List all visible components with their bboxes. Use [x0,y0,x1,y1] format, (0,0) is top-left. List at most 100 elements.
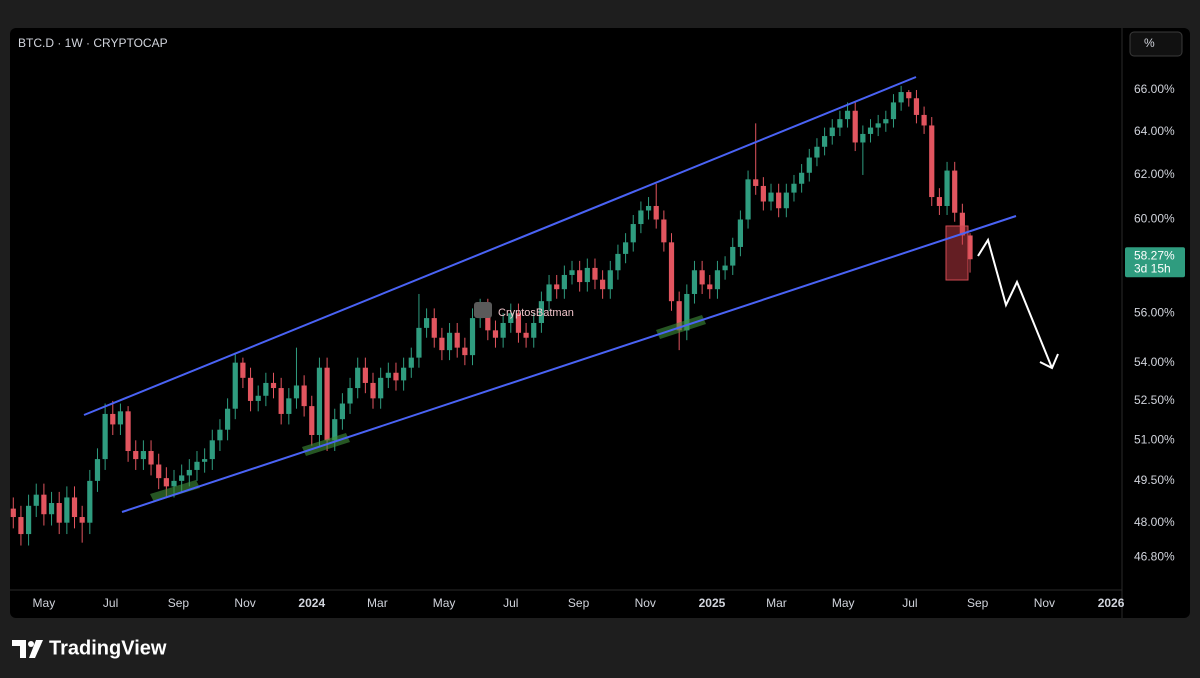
candle-body [332,419,338,441]
candle-body [171,480,177,487]
candle-body [584,267,590,283]
time-axis: May Jul Sep Nov 2024 Mar May Jul Sep Nov 2025 Mar Ma… [33,596,1125,610]
candle-body [653,205,659,220]
y-tick-label: 64.00% [1134,124,1175,138]
candle-body [33,494,39,506]
price-axis: 66.00% 64.00% 62.00% 60.00% 56.00% 54.00% 52.5… [1125,82,1185,563]
candle-body [630,224,636,243]
projection-arrowhead [1039,353,1059,370]
candle-body [247,377,254,401]
candle-body [324,367,330,441]
x-tick-label: May [433,596,456,610]
candle-body [163,478,169,487]
candle-body [699,270,705,285]
candle-body [638,210,644,225]
candle-body [936,197,943,206]
candle-body [668,242,675,302]
candle-body [844,110,851,120]
y-tick-label: 49.50% [1134,473,1175,487]
y-tick-label: 62.00% [1134,167,1175,181]
y-tick-label: 56.00% [1134,305,1175,319]
candle-body [385,372,391,378]
y-tick-label: 66.00% [1134,82,1175,96]
candle-body [339,403,345,420]
candle-body [125,411,131,452]
brand-icon [29,640,43,658]
candle-body [714,270,721,290]
candle-body [929,125,935,198]
candle-body [209,440,215,460]
candles [10,85,973,546]
candle-body [622,242,629,254]
x-tick-label: Mar [766,596,787,610]
candle-body [577,270,583,283]
candle-body [240,362,246,378]
x-tick-label: Jul [902,596,917,610]
channel-lower [121,215,1017,513]
candle-body [607,270,613,290]
candle-body [224,408,231,430]
candle-body [110,413,116,425]
candle-body [600,279,606,290]
candle-body [515,313,522,333]
candle-body [814,146,820,158]
brand-logo: TradingView [12,637,167,659]
candle-body [446,332,453,351]
candle-body [309,406,315,435]
candle-body [806,157,812,173]
candle-body [10,508,16,518]
candle-body [140,451,146,460]
candle-body [94,459,101,481]
candle-body [730,246,736,266]
projection-arrow [977,237,1053,369]
candle-body [783,192,789,209]
candle-body [952,170,958,213]
candle-body [737,219,743,247]
candle-body [538,301,544,323]
candle-body [148,451,154,465]
candle-body [416,327,422,358]
candle-body [959,212,965,236]
candle-body [707,284,713,290]
x-tick-label: Jul [503,596,518,610]
candle-body [278,388,284,414]
last-price-label: 58.27% [1134,248,1175,262]
scale-button[interactable] [1129,31,1183,57]
candle-body [401,367,407,381]
candle-body [117,411,124,425]
watermark-icon [474,302,492,318]
candle-body [41,494,47,515]
candle-body [776,192,782,209]
x-tick-label: 2024 [298,596,325,610]
x-tick-label: Sep [967,596,989,610]
x-tick-label: Mar [367,596,388,610]
candle-body [347,388,353,404]
candle-body [25,505,32,535]
x-tick-label: Nov [234,596,255,610]
y-tick-label: 52.50% [1134,393,1175,407]
candle-body [255,395,261,401]
candle-body [875,123,881,128]
candle-body [546,284,552,302]
x-tick-label: Nov [1034,596,1055,610]
candle-body [821,136,828,147]
candle-body [967,235,973,260]
brand-name: TradingView [49,637,167,659]
candle-body [370,382,376,399]
y-tick-label: 54.00% [1134,355,1175,369]
candle-body [829,127,835,137]
chart-title: BTC.D · 1W · CRYPTOCAP [18,36,168,50]
y-tick-label: 51.00% [1134,432,1175,446]
candle-body [263,382,269,396]
candle-body [286,398,292,414]
candle-body [439,337,445,351]
candle-body [837,119,843,128]
candle-body [71,497,78,518]
scale-button-label[interactable]: % [1144,36,1155,50]
candle-body [921,114,927,126]
candle-body [500,322,506,338]
candle-body [79,517,85,523]
y-tick-label: 60.00% [1134,212,1175,226]
